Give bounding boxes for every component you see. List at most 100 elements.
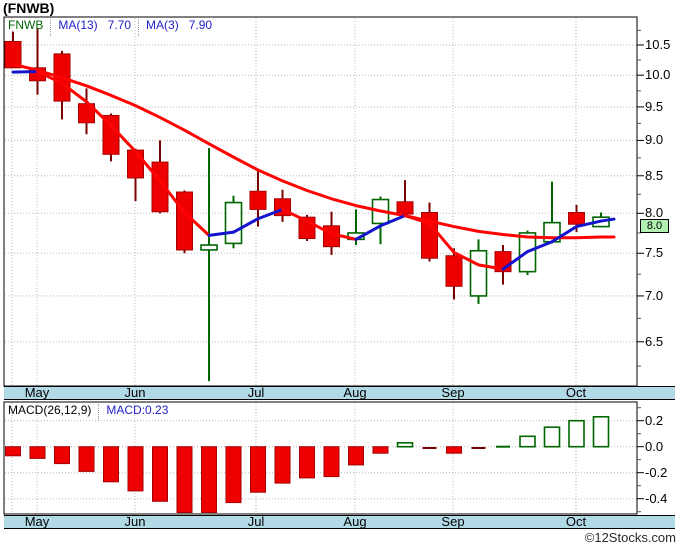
- price-tick-label: 9.5: [645, 98, 664, 114]
- macd-tick-label: -0.2: [645, 464, 668, 480]
- macd-bar: [299, 446, 315, 479]
- candle-body: [4, 40, 22, 69]
- price-tick-label: 8.5: [645, 167, 664, 183]
- macd-bar: [543, 426, 561, 448]
- price-tick-label: 9.0: [645, 132, 664, 148]
- macd-bar: [54, 446, 70, 465]
- ma3-segment: [183, 211, 211, 237]
- price-legend: FNWB MA(13) 7.70 MA(3) 7.90: [8, 19, 212, 36]
- macd-bar: [176, 446, 193, 514]
- month-label: May: [24, 385, 50, 400]
- legend-ma3-value: 7.90: [188, 18, 213, 32]
- month-label: Oct: [565, 385, 587, 400]
- macd-bar: [446, 446, 462, 454]
- ma3-segment: [575, 219, 603, 229]
- candle-body: [29, 67, 46, 82]
- candle-body: [224, 201, 243, 245]
- candle-body: [518, 232, 537, 273]
- ma3-segment: [428, 221, 456, 254]
- legend-separator: [138, 19, 140, 36]
- macd-bar: [5, 446, 21, 457]
- ma3-segment: [256, 207, 284, 221]
- month-label: Aug: [343, 514, 367, 529]
- current-price-badge: 8.0: [640, 219, 669, 233]
- candle-body: [249, 190, 267, 210]
- month-label: Jun: [124, 385, 146, 400]
- candle-body: [274, 198, 291, 217]
- candle-body: [53, 53, 71, 102]
- ma13-line: [11, 62, 616, 240]
- candle-body: [151, 161, 169, 213]
- legend-symbol: FNWB: [8, 18, 44, 32]
- macd-bar: [103, 446, 119, 483]
- candle-body: [323, 225, 340, 248]
- ma3-segment: [158, 179, 186, 215]
- ma3-segment: [85, 100, 113, 127]
- macd-bar: [250, 446, 266, 493]
- macd-current-value: MACD:0.23: [106, 403, 169, 417]
- ma3-segment: [109, 123, 137, 154]
- candle-body: [421, 212, 438, 259]
- macd-legend: MACD(26,12,9) MACD:0.23: [8, 404, 168, 421]
- legend-separator: [50, 19, 52, 36]
- macd-tick-label: 0.2: [645, 412, 664, 428]
- month-axis-bottom: May Jun Jul Aug Sep Oct: [4, 515, 675, 529]
- price-tick-label: 8.0: [645, 205, 664, 221]
- candle-body: [445, 255, 463, 287]
- price-tick-label: 6.5: [645, 333, 664, 349]
- ma3-segment: [550, 225, 578, 244]
- price-tick-label: 7.0: [645, 287, 664, 303]
- ma3-segment: [11, 69, 39, 74]
- ma3-segment: [232, 217, 260, 234]
- month-label: May: [24, 514, 50, 529]
- month-label: Sep: [441, 514, 465, 529]
- candle-body: [396, 201, 414, 215]
- price-tick-label: 10.5: [645, 37, 671, 52]
- ma3-segment: [477, 263, 505, 271]
- ma3-segment: [330, 232, 358, 241]
- watermark: ©12Stocks.com: [584, 530, 676, 545]
- legend-ma13-value: 7.70: [107, 18, 132, 32]
- ma3-segment: [599, 217, 616, 223]
- macd-bar: [323, 446, 340, 478]
- macd-bar: [152, 446, 168, 502]
- candle-body: [127, 149, 144, 179]
- month-label: Jun: [124, 514, 146, 529]
- ma3-segment: [281, 207, 309, 223]
- macd-bar: [127, 446, 144, 492]
- macd-bar: [372, 446, 389, 454]
- ma3-segment: [305, 219, 333, 236]
- macd-bar: [568, 419, 585, 448]
- ma3-segment: [354, 224, 382, 241]
- ma3-segment: [452, 250, 480, 267]
- month-axis-top: May Jun Jul Aug Sep Oct: [4, 386, 675, 400]
- macd-bar: [519, 435, 536, 448]
- macd-bar: [225, 446, 242, 504]
- macd-bar: [201, 446, 217, 514]
- candle-body: [592, 216, 610, 228]
- candle-body: [78, 103, 95, 124]
- candle-body: [543, 221, 561, 243]
- candle-body: [568, 212, 585, 225]
- ma3-segment: [379, 214, 407, 228]
- macd-bar: [396, 441, 414, 448]
- ma3-segment: [134, 150, 162, 183]
- candle-body: [469, 249, 488, 297]
- month-label: Sep: [441, 385, 465, 400]
- ma3-segment: [403, 214, 431, 225]
- month-label: Aug: [343, 385, 367, 400]
- macd-params-label: MACD(26,12,9): [8, 403, 92, 417]
- candle-body: [347, 232, 365, 241]
- ma3-segment: [501, 250, 529, 271]
- legend-ma3-label: MA(3): [146, 18, 179, 32]
- month-label: Jul: [247, 385, 265, 400]
- legend-separator: [98, 404, 100, 421]
- price-tick-label: 10.0: [645, 67, 671, 83]
- candle-body: [176, 191, 193, 251]
- macd-tick-label: -0.4: [645, 490, 668, 506]
- macd-bar: [592, 415, 610, 448]
- price-tick-label: 7.5: [645, 245, 664, 261]
- month-label: Jul: [247, 514, 265, 529]
